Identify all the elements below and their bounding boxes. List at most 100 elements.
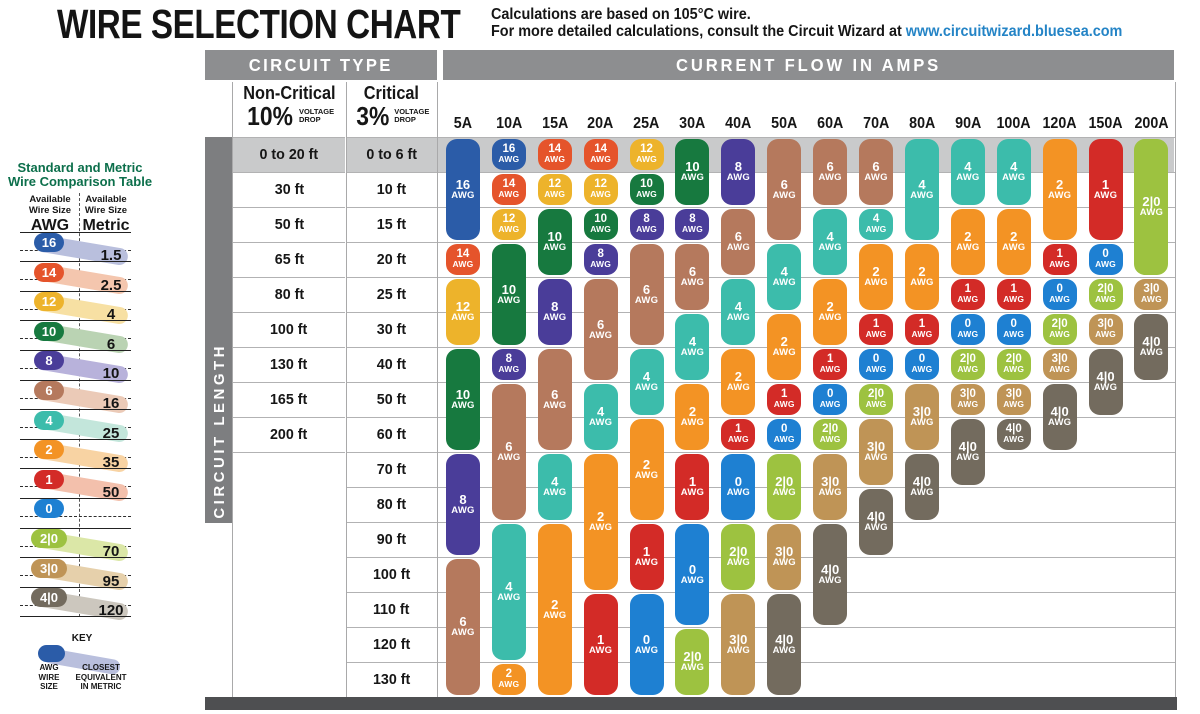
pill-gauge-unit: AWG — [819, 434, 841, 445]
grid-hline — [437, 557, 1175, 558]
pill-gauge-unit: AWG — [588, 644, 613, 656]
metric-size-value: 2.5 — [100, 276, 122, 294]
key-awg-pill — [38, 645, 65, 662]
amp-column-header-25A: 25A — [624, 106, 670, 135]
pill-gauge-unit: AWG — [498, 189, 520, 200]
comparison-row-dashed-line — [20, 397, 131, 399]
wire-pill-40A-8awg: 8 AWG — [721, 139, 756, 205]
amp-column-header-60A: 60A — [807, 106, 853, 135]
length-value: 50 ft — [376, 391, 407, 408]
pill-gauge-unit: AWG — [634, 382, 659, 394]
comparison-row-dashed-line — [20, 545, 131, 547]
wire-pill-15A-4awg: 4 AWG — [537, 454, 572, 520]
pill-gauge-number: 3|0 — [775, 544, 794, 560]
first-row-highlight-noncritical — [233, 138, 345, 172]
comparison-row-dashed-line — [20, 279, 131, 281]
length-value: 20 ft — [376, 251, 407, 268]
wire-pill-30A-6awg: 6 AWG — [675, 244, 710, 310]
wire-pill-60A-6awg: 6 AWG — [813, 139, 848, 205]
wire-pill-15A-10awg: 10 AWG — [537, 209, 572, 275]
pill-gauge-unit: AWG — [910, 189, 934, 201]
amp-column-header-10A: 10A — [486, 106, 532, 135]
wire-pill-200A-200awg: 2|0 AWG — [1134, 139, 1169, 275]
metric-size-value: 25 — [102, 424, 120, 442]
key-label-line: SIZE — [40, 682, 58, 691]
key-label-line: EQUIVALENT — [75, 672, 127, 682]
header-line: Available — [85, 194, 127, 205]
pill-gauge-unit: AWG — [1095, 294, 1116, 305]
pill-gauge-number: 1 — [735, 423, 742, 436]
length-row-label-critical: 40 ft — [346, 347, 437, 382]
pill-gauge-unit: AWG — [772, 644, 796, 656]
pill-gauge-unit: AWG — [680, 347, 705, 359]
key-label-line: CLOSEST — [82, 663, 120, 672]
metric-size-value: 6 — [106, 335, 116, 353]
pill-gauge-unit: AWG — [956, 452, 980, 464]
wire-pill-15A-2awg: 2 AWG — [537, 524, 572, 695]
length-row-label-noncritical: 100 ft — [233, 312, 345, 347]
length-value: 40 ft — [376, 356, 407, 373]
pill-gauge-number: 2|0 — [959, 353, 976, 366]
wire-pill-50A-300awg: 3|0 AWG — [767, 524, 802, 590]
pill-gauge-unit: AWG — [1047, 189, 1072, 201]
wire-pill-120A-200awg: 2|0 AWG — [1042, 314, 1077, 345]
pill-gauge-number: 2 — [597, 509, 605, 525]
grid-hline-critical — [346, 207, 437, 208]
wire-pill-5A-10awg: 10 AWG — [445, 349, 480, 450]
pill-gauge-number: 6 — [872, 159, 880, 175]
pill-gauge-number: 0 — [688, 561, 697, 577]
wire-pill-90A-200awg: 2|0 AWG — [950, 349, 985, 380]
pill-gauge-unit: AWG — [956, 172, 980, 184]
length-value: 0 to 6 ft — [366, 146, 417, 163]
comparison-row-dashed-line — [20, 249, 131, 251]
length-row-label-critical: 110 ft — [346, 592, 437, 627]
amp-label: 30A — [679, 115, 706, 132]
pill-gauge-number: 6 — [642, 281, 651, 297]
pill-gauge-unit: AWG — [497, 294, 521, 306]
pill-gauge-unit: AWG — [452, 259, 474, 270]
wire-pill-40A-4awg: 4 AWG — [721, 279, 756, 345]
pill-gauge-number: 3|0 — [1005, 388, 1022, 401]
pill-gauge-number: 10 — [455, 386, 471, 402]
length-row-label-noncritical: 130 ft — [233, 347, 345, 382]
wire-pill-5A-6awg: 6 AWG — [445, 559, 480, 695]
pill-gauge-number: 0 — [1010, 318, 1017, 331]
pill-gauge-unit: AWG — [772, 277, 796, 289]
length-row-label-critical: 70 ft — [346, 452, 437, 487]
amp-column-header-70A: 70A — [853, 106, 899, 135]
wire-pill-60A-1awg: 1 AWG — [813, 349, 848, 380]
pill-gauge-number: 3|0 — [1143, 283, 1160, 296]
pill-gauge-number: 1 — [1101, 176, 1110, 192]
pill-gauge-unit: AWG — [590, 189, 612, 200]
circuit-wizard-link[interactable]: www.circuitwizard.bluesea.com — [905, 23, 1123, 40]
pill-gauge-number: 2 — [642, 456, 651, 472]
pill-gauge-number: 8 — [459, 491, 467, 507]
pill-gauge-unit: AWG — [498, 679, 520, 690]
grid-hline-critical — [346, 172, 437, 173]
wire-pill-25A-4awg: 4 AWG — [629, 349, 664, 415]
pill-gauge-unit: AWG — [681, 224, 703, 235]
amp-label: 100A — [996, 115, 1031, 132]
pill-gauge-unit: AWG — [544, 189, 566, 200]
pill-gauge-number: 0 — [1056, 283, 1063, 296]
pill-gauge-number: 2|0 — [1097, 283, 1114, 296]
wire-pill-5A-14awg: 14 AWG — [445, 244, 480, 275]
length-value: 60 ft — [376, 426, 407, 443]
wire-pill-100A-200awg: 2|0 AWG — [996, 349, 1031, 380]
length-value: 0 to 20 ft — [259, 146, 319, 163]
wire-pill-120A-2awg: 2 AWG — [1042, 139, 1077, 240]
awg-size-pill-14: 14 — [34, 262, 64, 282]
wire-pill-50A-6awg: 6 AWG — [767, 139, 802, 240]
amp-label: 80A — [908, 115, 936, 132]
pill-gauge-number: 0 — [734, 474, 742, 490]
pill-gauge-unit: AWG — [1140, 294, 1162, 305]
pill-gauge-unit: AWG — [726, 557, 750, 569]
length-value: 10 ft — [376, 181, 407, 198]
pill-gauge-unit: AWG — [680, 417, 705, 429]
voltage-drop-words: VOLTAGE DROP — [394, 108, 429, 124]
pill-gauge-unit: AWG — [1095, 259, 1116, 270]
pill-gauge-number: 8 — [551, 299, 559, 315]
awg-size-pill-8: 8 — [34, 351, 64, 371]
pill-gauge-number: 4 — [964, 159, 972, 175]
wire-pill-150A-1awg: 1 AWG — [1088, 139, 1123, 240]
